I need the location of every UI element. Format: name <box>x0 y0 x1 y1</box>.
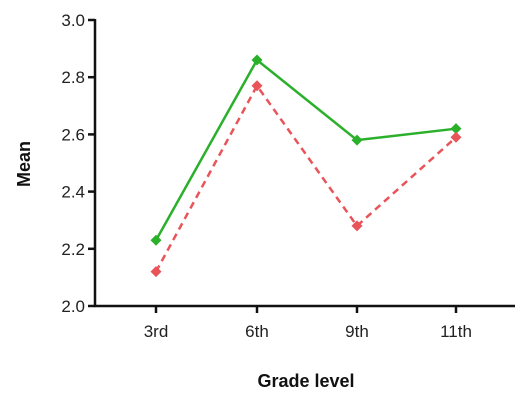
series-layer <box>150 54 462 278</box>
tick-labels: 2.0 2.2 2.4 2.6 2.8 3.0 3rd 6th 9th 11th <box>61 11 472 341</box>
series-2-line <box>154 83 457 273</box>
x-tick-label: 3rd <box>144 322 169 341</box>
y-tick-label: 2.0 <box>61 297 85 316</box>
y-tick-label: 2.2 <box>61 240 85 259</box>
series-2-marker <box>351 220 363 232</box>
series-2-marker <box>150 266 162 278</box>
y-tick-label: 2.6 <box>61 125 85 144</box>
x-tick-label: 9th <box>345 322 369 341</box>
series-1-marker <box>150 234 162 246</box>
axes <box>88 18 515 313</box>
x-axis-title: Grade level <box>257 371 354 391</box>
series-1-marker <box>450 123 462 135</box>
y-tick-label: 2.8 <box>61 68 85 87</box>
series-2-marker <box>450 131 462 143</box>
series-2-marker <box>251 80 263 92</box>
series-1-marker <box>251 54 263 66</box>
y-axis-title: Mean <box>14 141 34 187</box>
series-1-line <box>154 58 457 241</box>
series-1-marker <box>351 134 363 146</box>
x-tick-label: 6th <box>245 322 269 341</box>
y-tick-label: 2.4 <box>61 183 85 202</box>
y-tick-label: 3.0 <box>61 11 85 30</box>
x-tick-label: 11th <box>440 322 472 341</box>
